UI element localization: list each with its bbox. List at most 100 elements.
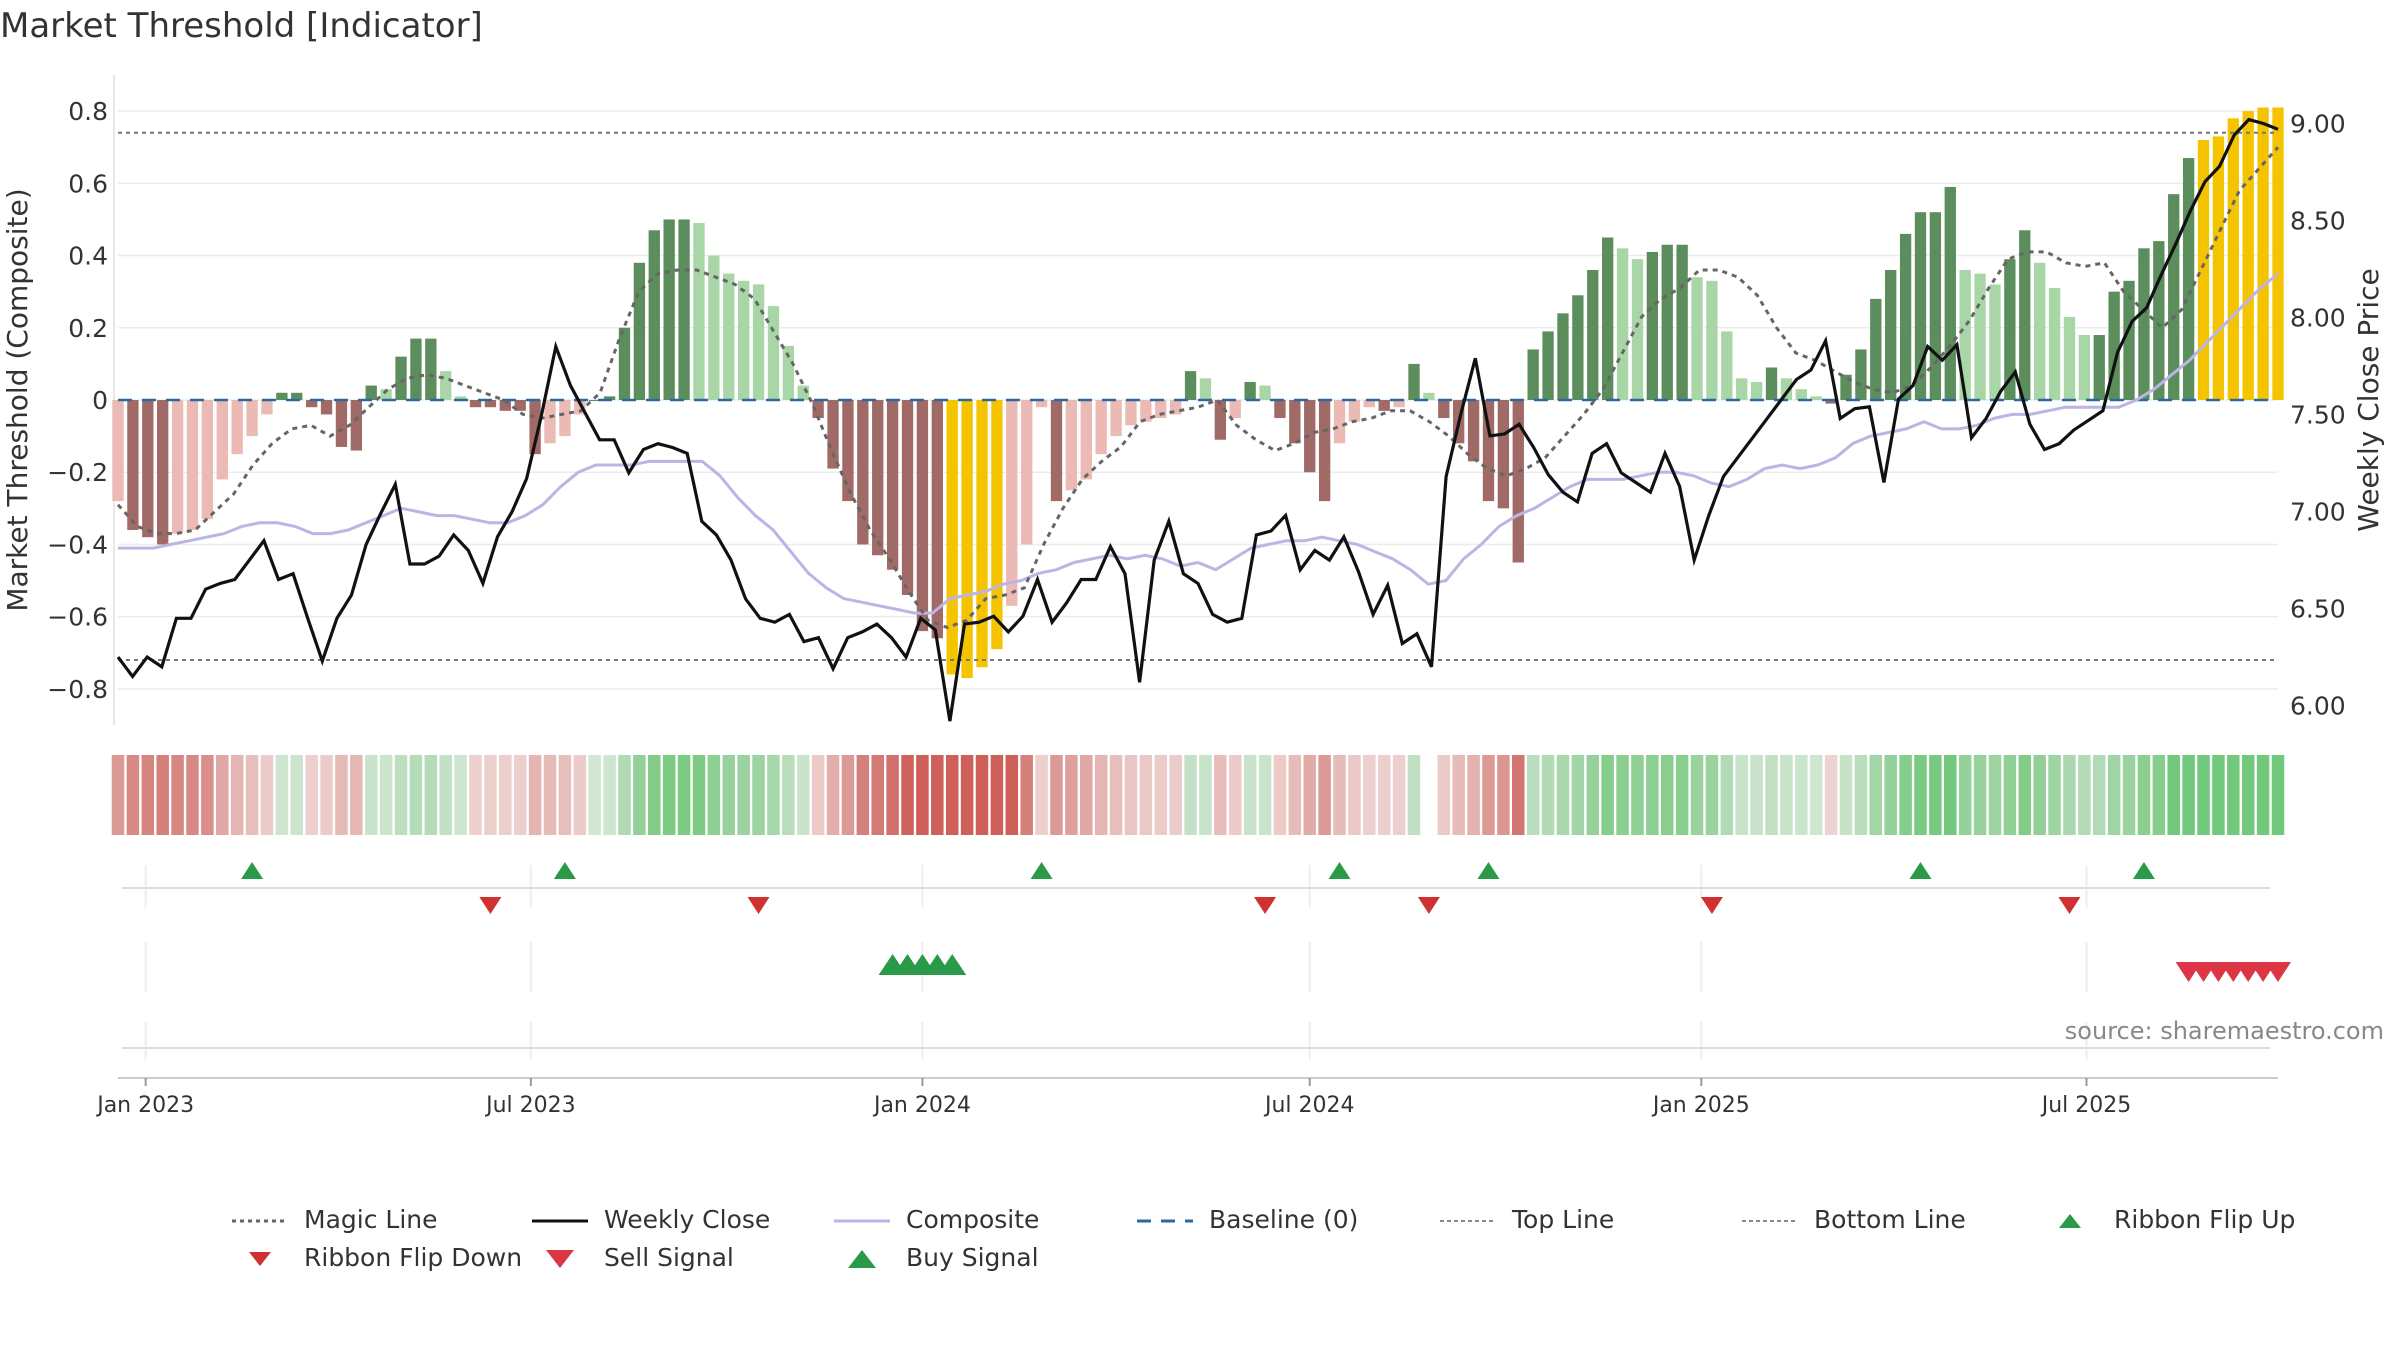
composite-bar [1169,400,1182,415]
ribbon-cell [901,755,914,835]
ribbon-cell [2167,755,2180,835]
composite-bar [320,400,333,415]
ribbon-cell [707,755,721,835]
magic-line-swatch-icon [232,1219,288,1223]
ribbon-cell [1199,755,1212,835]
ribbon-cell [1690,755,1704,835]
ribbon-cell [2227,755,2240,835]
market-threshold-chart: 0.8 0.6 0.4 0.2 0 −0.2 −0.4 −0.6 −0.8 9.00 8.50 8.0… [1,75,2385,1118]
ribbon-cell [811,755,825,835]
ribbon-cell [2078,755,2091,835]
composite-bar [1467,400,1480,462]
ribbon-cell [2212,755,2225,835]
composite-bar [1482,400,1495,502]
ribbon-cell [975,755,989,835]
ribbon-cell [1348,755,1361,835]
ribbon-cell [2241,755,2255,835]
ribbon-cell [1050,755,1063,835]
ribbon-cell [1273,755,1287,835]
composite-bar [574,400,586,415]
composite-bars-layer [112,107,2284,679]
composite-bar [946,400,958,675]
ribbon-cell [692,755,706,835]
left-tick-label: −0.4 [47,530,108,559]
composite-bar [514,400,526,411]
composite-bar [2048,288,2061,400]
composite-bar [1318,400,1331,502]
ribbon-cell [2003,755,2017,835]
left-tick-label: 0 [92,386,108,415]
composite-bar [872,400,884,556]
ribbon-cell [499,755,512,835]
composite-bar [1706,280,1718,400]
ribbon-flip-up-marker [1328,862,1351,879]
composite-bar [1780,378,1793,400]
composite-bar [1155,400,1167,419]
ribbon-cell [1243,755,1257,835]
composite-bar [1140,400,1152,422]
composite-bar [1885,270,1897,400]
left-tick-label: −0.6 [47,603,108,632]
ribbon-cell [439,755,452,835]
ribbon-cell [1035,755,1048,835]
composite-swatch-icon [834,1219,890,1223]
ribbon-cell [1005,755,1019,835]
legend-label: Sell Signal [604,1243,734,1272]
composite-bar [1929,212,1942,400]
ribbon-cell [1392,755,1406,835]
ribbon-cell [305,755,318,835]
x-tick-label: Jul 2025 [2040,1093,2132,1118]
ribbon-cell [1780,755,1793,835]
ribbon-cell [2018,755,2032,835]
ribbon-cell [1988,755,2002,835]
ribbon-cell [1899,755,1912,835]
composite-bar [648,230,660,400]
ribbon-cell [1616,755,1629,835]
source-attribution: source: sharemaestro.com [2064,1017,2384,1045]
composite-bar [1914,212,1927,400]
ribbon-cell [320,755,333,835]
composite-bar [916,400,929,632]
ribbon-cell [2048,755,2061,835]
ribbon-cell [1288,755,1302,835]
composite-bar [1229,400,1241,419]
top-line-swatch-icon [1440,1220,1496,1222]
composite-bar [1095,400,1107,455]
x-tick-label: Jul 2023 [484,1093,576,1118]
ribbon-cell [364,755,378,835]
composite-bar [2257,107,2269,400]
composite-bar [1021,400,1033,545]
ribbon-cell [1377,755,1391,835]
ribbon-cell [1497,755,1510,835]
composite-bar [693,223,705,400]
composite-bar [1348,400,1361,422]
legend-label: Baseline (0) [1209,1205,1359,1234]
composite-bar [1795,389,1807,400]
composite-bar [1363,400,1375,408]
composite-bar [782,345,795,400]
composite-bar [425,338,437,400]
ribbon-cell [1214,755,1227,835]
composite-bar [335,400,348,447]
ribbon-cell [1541,755,1555,835]
ribbon-cell [662,755,676,835]
composite-bar [142,400,154,538]
ribbon-cell [1228,755,1242,835]
composite-bar [1289,400,1301,444]
magic-line [116,146,2280,630]
right-tick-label: 6.50 [2290,595,2346,624]
composite-bar [201,400,214,520]
ribbon-cell [141,755,155,835]
legend-label: Ribbon Flip Down [304,1243,523,1272]
composite-bar [171,400,184,534]
composite-bar [2272,107,2284,400]
ribbon-cell [409,755,423,835]
composite-bar [2108,291,2120,400]
composite-bar [2123,280,2135,400]
ribbon-cell [573,755,587,835]
ribbon-flip-down-marker [1254,897,1277,914]
ribbon-cell [796,755,810,835]
composite-bar [2004,259,2016,400]
ribbon-cell [1750,755,1763,835]
legend-label: Composite [906,1205,1040,1234]
